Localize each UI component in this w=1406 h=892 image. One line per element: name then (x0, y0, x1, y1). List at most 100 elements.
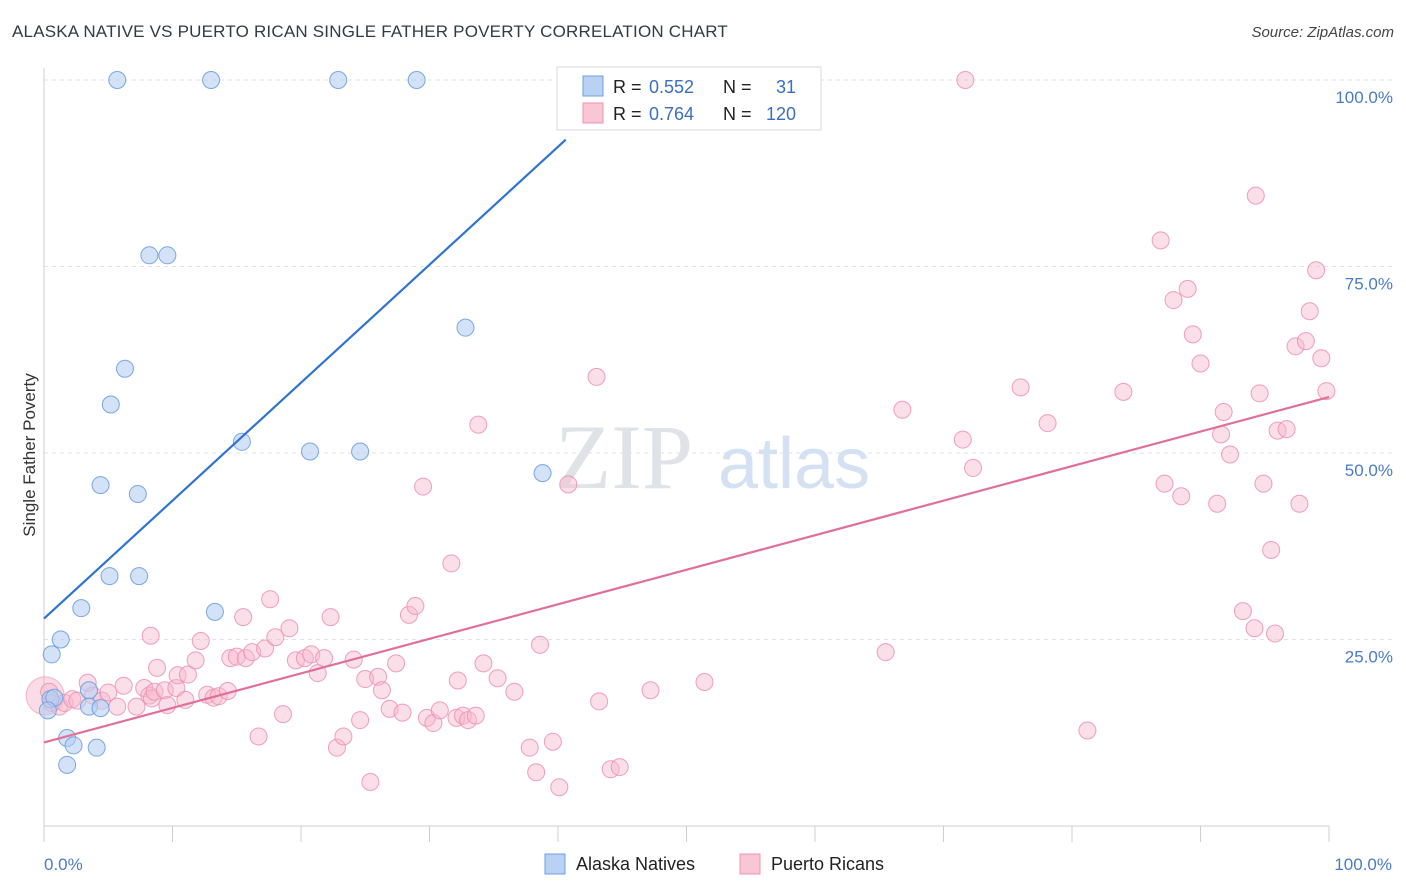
point-alaska-27 (407, 71, 426, 89)
trend-line-puerto (43, 395, 1330, 744)
point-puerto-48 (327, 738, 346, 757)
point-puerto-85 (641, 681, 660, 700)
point-puerto-96 (1155, 474, 1174, 493)
point-puerto-93 (1078, 721, 1097, 740)
point-puerto-87 (876, 643, 895, 662)
point-puerto-9 (99, 683, 118, 702)
point-puerto-64 (430, 701, 449, 720)
y-tick-label-1: 50.0% (1345, 461, 1393, 480)
x-tick-labels: 0.0% 100.0% (44, 855, 1392, 874)
point-puerto-105 (1221, 445, 1240, 464)
point-puerto-37 (256, 639, 275, 658)
point-puerto-72 (474, 654, 493, 673)
source-credit: Source: ZipAtlas.com (1251, 24, 1394, 41)
point-puerto-59 (399, 605, 418, 624)
point-alaska-6 (64, 736, 83, 755)
point-alaska-16 (130, 567, 149, 586)
point-puerto-67 (448, 671, 467, 690)
point-alaska-8 (79, 681, 98, 700)
series-legend-label-alaska: Alaska Natives (576, 854, 695, 874)
point-puerto-94 (1114, 382, 1133, 401)
point-puerto-65 (442, 554, 461, 573)
point-puerto-80 (559, 475, 578, 494)
point-puerto-101 (1191, 354, 1210, 373)
point-alaska-26 (351, 442, 370, 461)
legend-r-value-puerto: 0.764 (649, 104, 694, 124)
point-puerto-102 (1208, 494, 1227, 513)
point-alaska-1 (42, 645, 61, 664)
point-puerto-26 (191, 631, 210, 650)
point-alaska-19 (158, 246, 177, 265)
point-puerto-top (956, 71, 975, 89)
point-puerto-53 (361, 772, 380, 791)
point-puerto-70 (466, 706, 485, 725)
point-puerto-108 (1250, 384, 1269, 403)
legend-n-value-alaska: 31 (776, 77, 796, 97)
series-legend-swatch-puerto (739, 853, 761, 875)
point-puerto-19 (155, 681, 174, 700)
point-puerto-78 (543, 732, 562, 751)
point-puerto-36 (249, 727, 268, 746)
point-puerto-118 (1317, 382, 1336, 401)
watermark-atlas: atlas (718, 424, 870, 504)
point-puerto-116 (1307, 261, 1326, 280)
point-puerto-61 (414, 477, 433, 496)
legend-n-label-alaska: N = (723, 77, 752, 97)
point-alaska-11 (91, 699, 110, 718)
y-tick-labels: 25.0% 50.0% 75.0% 100.0% (1335, 88, 1393, 667)
point-alaska-24 (300, 442, 319, 461)
point-puerto-31 (221, 649, 240, 668)
stats-legend: R = 0.552 N = 31 R = 0.764 N = 120 (556, 66, 822, 131)
trend-lines (43, 138, 1330, 744)
point-puerto-109 (1254, 474, 1273, 493)
point-alaska-30 (38, 701, 57, 720)
point-puerto-97 (1164, 291, 1183, 310)
point-puerto-91 (1011, 378, 1030, 397)
point-puerto-46 (315, 649, 334, 668)
y-axis-label: Single Father Poverty (20, 373, 39, 537)
point-alaska-13 (100, 567, 119, 586)
grid-lines (44, 79, 1392, 640)
point-puerto-73 (488, 669, 507, 688)
point-puerto-77 (531, 635, 550, 654)
point-puerto-12 (127, 697, 146, 716)
point-puerto-17 (141, 626, 160, 645)
point-puerto-111 (1268, 421, 1287, 440)
point-alaska-7 (58, 755, 77, 774)
point-puerto-88 (893, 400, 912, 419)
point-puerto-40 (274, 705, 293, 724)
point-puerto-106 (1233, 602, 1252, 621)
trend-line-alaska (43, 138, 567, 620)
series-legend-swatch-alaska (544, 853, 566, 875)
point-puerto-115 (1300, 302, 1319, 321)
point-alaska-15 (115, 359, 134, 378)
point-puerto-54 (369, 667, 388, 686)
point-alaska-14 (101, 395, 120, 414)
point-puerto-113 (1286, 337, 1305, 356)
point-puerto-114 (1296, 332, 1315, 351)
point-puerto-119 (1290, 494, 1309, 513)
point-puerto-100 (1183, 325, 1202, 344)
watermark: ZIP atlas (555, 406, 870, 508)
puerto-rican-points (25, 71, 1336, 797)
point-puerto-74 (505, 682, 524, 701)
point-puerto-89 (953, 430, 972, 449)
point-puerto-25 (186, 651, 205, 670)
point-alaska-25 (329, 71, 348, 89)
point-puerto-58 (393, 703, 412, 722)
point-puerto-95 (1151, 231, 1170, 250)
point-puerto-39 (266, 628, 285, 647)
point-puerto-81 (587, 367, 606, 386)
y-tick-label-2: 75.0% (1345, 275, 1393, 294)
point-puerto-110 (1262, 540, 1281, 559)
point-puerto-86 (695, 673, 714, 692)
point-puerto-71 (469, 415, 488, 434)
legend-r-label-alaska: R = (613, 77, 642, 97)
point-puerto-10 (108, 697, 127, 716)
point-puerto-120 (1266, 624, 1285, 643)
alaska-native-points (38, 71, 552, 774)
point-puerto-18 (148, 658, 167, 677)
legend-n-value-puerto: 120 (766, 104, 796, 124)
point-puerto-22 (168, 666, 187, 685)
